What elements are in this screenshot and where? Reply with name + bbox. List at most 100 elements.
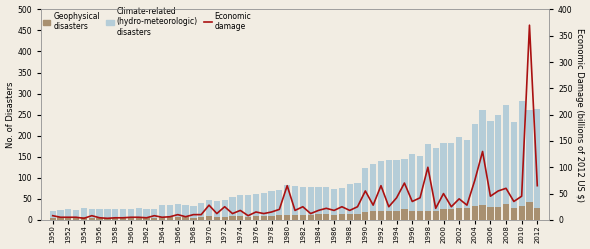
Bar [198,217,204,220]
Bar [417,156,423,211]
Bar [151,208,158,218]
Bar [480,205,486,220]
Bar [534,208,540,220]
Bar [268,216,275,220]
Bar [409,211,415,220]
Bar [167,217,173,220]
Bar [159,217,165,220]
Bar [221,200,228,217]
Bar [276,215,283,220]
Bar [362,168,369,212]
Bar [386,211,392,220]
Bar [97,208,103,218]
Bar [221,217,228,220]
Bar [355,214,360,220]
Bar [526,110,533,202]
Bar [88,208,95,218]
Bar [355,183,360,214]
Bar [276,189,283,215]
Bar [104,209,110,218]
Bar [339,214,345,220]
Bar [534,109,540,208]
Bar [182,205,189,217]
Bar [175,217,181,220]
Bar [401,159,408,209]
Bar [230,216,235,220]
Bar [448,143,454,209]
Bar [136,217,142,220]
Bar [495,115,502,207]
Bar [315,187,322,214]
Bar [370,164,376,211]
Bar [315,214,322,220]
Bar [370,211,376,220]
Bar [339,188,345,214]
Bar [425,144,431,211]
Bar [480,110,486,205]
Bar [198,203,204,217]
Bar [331,189,337,215]
Bar [50,218,56,220]
Y-axis label: No. of Disasters: No. of Disasters [5,81,15,148]
Bar [292,215,298,220]
Bar [519,101,525,206]
Bar [112,208,119,218]
Bar [331,215,337,220]
Bar [511,122,517,208]
Bar [300,215,306,220]
Bar [120,208,126,218]
Bar [448,209,454,220]
Legend: Geophysical
disasters, Climate-related
(hydro-meteorologic)
disasters, Economic
: Geophysical disasters, Climate-related (… [41,5,253,38]
Bar [464,208,470,220]
Bar [50,211,56,218]
Bar [65,218,71,220]
Bar [253,194,259,216]
Bar [456,208,462,220]
Bar [394,160,400,211]
Bar [81,217,87,220]
Bar [73,218,79,220]
Bar [206,216,212,220]
Bar [57,217,64,220]
Bar [432,148,439,211]
Bar [136,208,142,217]
Bar [401,209,408,220]
Bar [97,218,103,220]
Bar [57,210,64,217]
Bar [456,137,462,208]
Bar [230,197,235,216]
Bar [464,140,470,208]
Bar [425,211,431,220]
Bar [175,204,181,217]
Bar [471,206,478,220]
Bar [307,187,314,215]
Bar [167,205,173,217]
Bar [511,208,517,220]
Bar [526,202,533,220]
Bar [440,209,447,220]
Bar [182,217,189,220]
Bar [112,218,119,220]
Bar [143,208,150,218]
Bar [245,195,251,217]
Bar [471,124,478,206]
Bar [519,206,525,220]
Bar [81,208,87,217]
Bar [378,211,384,220]
Bar [159,205,165,217]
Bar [307,215,314,220]
Bar [495,207,502,220]
Bar [206,200,212,216]
Bar [409,154,415,211]
Bar [346,184,353,214]
Bar [190,206,196,218]
Bar [292,186,298,215]
Bar [362,212,369,220]
Bar [253,216,259,220]
Bar [487,207,493,220]
Bar [88,218,95,220]
Bar [128,208,134,218]
Bar [268,191,275,216]
Y-axis label: Economic Damage (billions of 2012 US $): Economic Damage (billions of 2012 US $) [575,28,585,202]
Bar [378,161,384,211]
